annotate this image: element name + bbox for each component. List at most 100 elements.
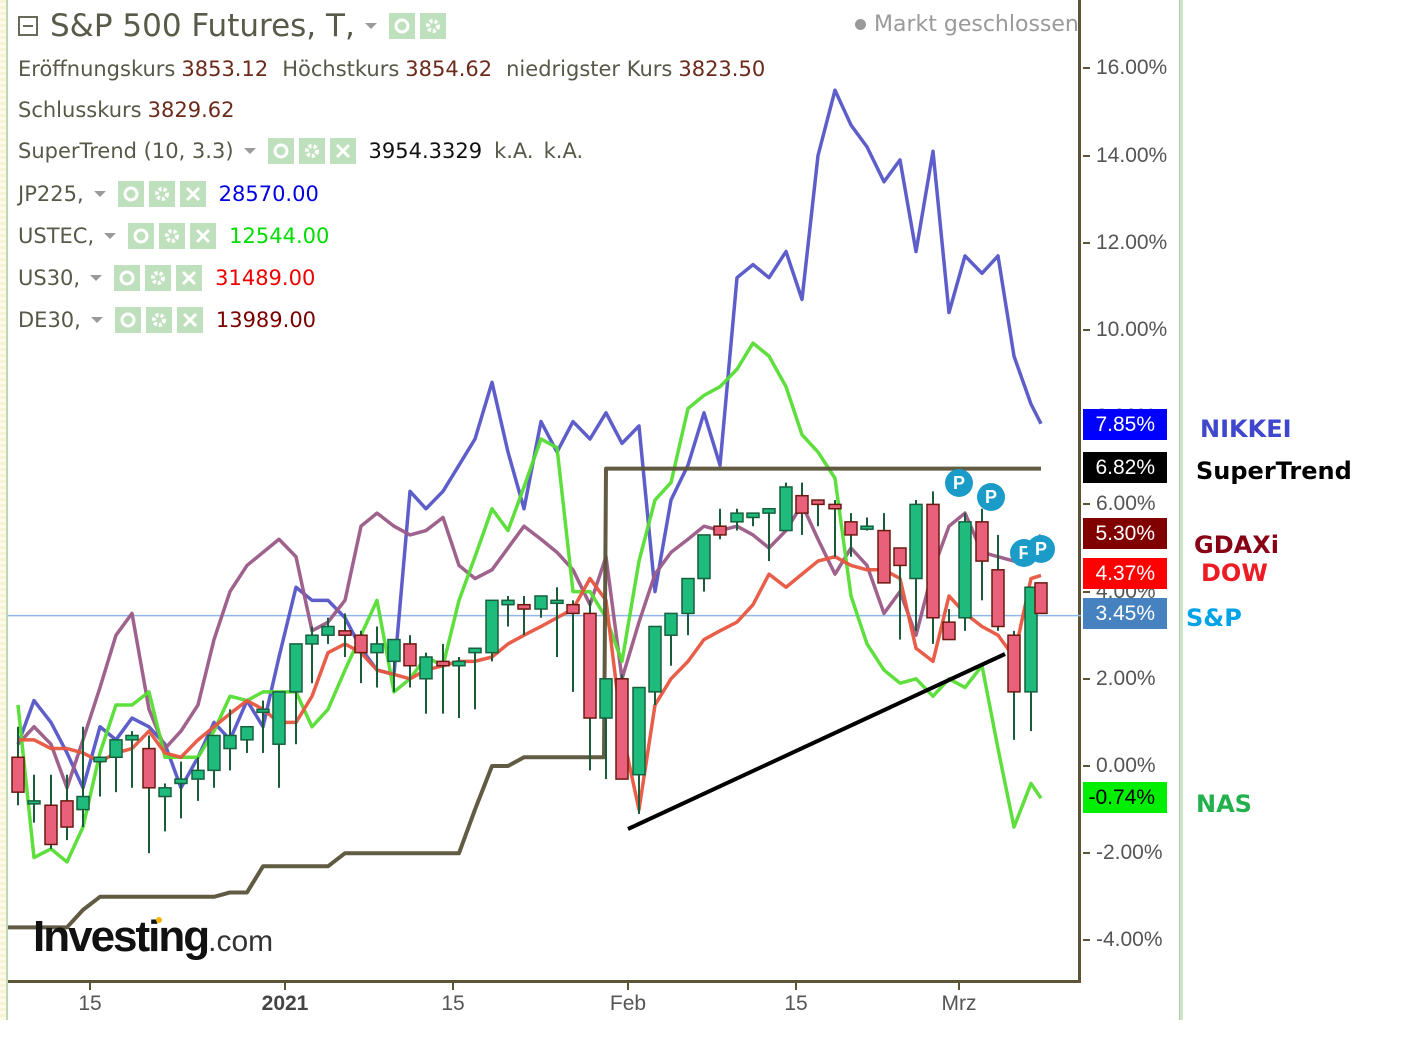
candle-up[interactable] — [664, 612, 678, 636]
trendline-support[interactable] — [627, 652, 1006, 831]
close-icon[interactable] — [179, 181, 206, 207]
candle-up[interactable] — [240, 726, 254, 741]
candle-down[interactable] — [1007, 634, 1021, 693]
candle-up[interactable] — [27, 800, 41, 805]
eye-icon[interactable] — [128, 223, 155, 249]
candle-up[interactable] — [370, 643, 384, 654]
gear-icon[interactable] — [159, 223, 186, 249]
candle-up[interactable] — [158, 787, 172, 798]
candle-up[interactable] — [468, 647, 482, 654]
candle-up[interactable] — [599, 678, 613, 719]
candle-up[interactable] — [387, 638, 401, 663]
candle-down[interactable] — [142, 747, 156, 789]
eye-icon[interactable] — [267, 138, 294, 164]
candle-down[interactable] — [975, 521, 989, 562]
candle-up[interactable] — [534, 595, 548, 610]
candle-down[interactable] — [354, 634, 368, 654]
candle-up[interactable] — [779, 486, 793, 532]
close-icon[interactable] — [329, 138, 356, 164]
candle-down[interactable] — [566, 603, 580, 615]
candle-up[interactable] — [109, 739, 123, 759]
eye-icon[interactable] — [114, 307, 141, 333]
gear-icon[interactable] — [148, 181, 175, 207]
series-line-dow[interactable] — [18, 554, 1042, 812]
candle-up[interactable] — [174, 778, 188, 785]
price-badge: 4.37% — [1083, 558, 1167, 589]
candle-down[interactable] — [942, 621, 956, 641]
candle-up[interactable] — [1024, 586, 1038, 693]
candle-down[interactable] — [795, 494, 809, 514]
candle-down[interactable] — [11, 756, 25, 793]
candle-up[interactable] — [697, 534, 711, 580]
candle-up[interactable] — [93, 756, 107, 763]
candle-up[interactable] — [419, 656, 433, 680]
collapse-icon[interactable] — [18, 16, 38, 36]
close-icon[interactable] — [176, 307, 203, 333]
candle-up[interactable] — [125, 734, 139, 741]
event-pin-icon[interactable]: P — [977, 483, 1005, 511]
candle-up[interactable] — [272, 691, 286, 745]
y-tick-label: -4.00% — [1096, 928, 1163, 952]
eye-icon[interactable] — [114, 265, 141, 291]
candle-down[interactable] — [828, 503, 842, 510]
caret-down-icon[interactable] — [243, 148, 256, 154]
candle-up[interactable] — [76, 795, 90, 811]
caret-down-icon[interactable] — [104, 233, 117, 239]
candle-down[interactable] — [811, 499, 825, 506]
candle-up[interactable] — [550, 599, 564, 605]
candle-down[interactable] — [713, 525, 727, 536]
event-pin-icon[interactable]: P — [1027, 535, 1055, 563]
candle-up[interactable] — [256, 708, 270, 714]
caret-down-icon[interactable] — [93, 191, 106, 197]
candle-up[interactable] — [305, 634, 319, 645]
event-pin-icon[interactable]: P — [945, 469, 973, 497]
candle-down[interactable] — [615, 678, 629, 780]
gear-icon[interactable] — [419, 13, 446, 39]
candle-down[interactable] — [893, 547, 907, 567]
candle-up[interactable] — [191, 769, 205, 780]
candle-up[interactable] — [730, 512, 744, 523]
series-line-supertrend[interactable] — [8, 466, 1041, 930]
candle-up[interactable] — [909, 503, 923, 580]
series-line-nas[interactable] — [16, 341, 1043, 864]
candle-up[interactable] — [860, 525, 874, 530]
candle-up[interactable] — [207, 734, 221, 772]
candle-down[interactable] — [60, 800, 74, 828]
candle-down[interactable] — [44, 804, 58, 846]
candle-up[interactable] — [501, 599, 515, 606]
candle-down[interactable] — [517, 603, 531, 610]
series-line-gdaxi[interactable] — [16, 502, 1043, 790]
candle-up[interactable] — [681, 577, 695, 615]
eye-icon[interactable] — [117, 181, 144, 207]
gear-icon[interactable] — [145, 265, 172, 291]
candle-down[interactable] — [877, 529, 891, 584]
gear-icon[interactable] — [145, 307, 172, 333]
candle-up[interactable] — [648, 625, 662, 693]
candle-up[interactable] — [958, 521, 972, 619]
plot-area[interactable] — [8, 0, 1081, 983]
candle-down[interactable] — [1034, 582, 1048, 615]
candle-down[interactable] — [583, 612, 597, 719]
gear-icon[interactable] — [298, 138, 325, 164]
candle-down[interactable] — [436, 660, 450, 667]
candle-down[interactable] — [338, 630, 352, 636]
candle-up[interactable] — [632, 686, 646, 776]
candle-up[interactable] — [452, 660, 466, 667]
close-icon[interactable] — [190, 223, 217, 249]
candle-up[interactable] — [485, 599, 499, 654]
caret-down-icon[interactable] — [90, 317, 103, 323]
candle-up[interactable] — [321, 625, 335, 636]
caret-down-icon[interactable] — [364, 23, 377, 29]
close-icon[interactable] — [176, 265, 203, 291]
eye-icon[interactable] — [388, 13, 415, 39]
candle-down[interactable] — [844, 521, 858, 536]
caret-down-icon[interactable] — [90, 275, 103, 281]
candle-down[interactable] — [991, 569, 1005, 628]
candle-down[interactable] — [926, 503, 940, 619]
candle-up[interactable] — [746, 512, 760, 519]
candle-up[interactable] — [762, 508, 776, 514]
candle-down[interactable] — [403, 643, 417, 667]
candle-up[interactable] — [223, 734, 237, 750]
candle-up[interactable] — [289, 643, 303, 693]
